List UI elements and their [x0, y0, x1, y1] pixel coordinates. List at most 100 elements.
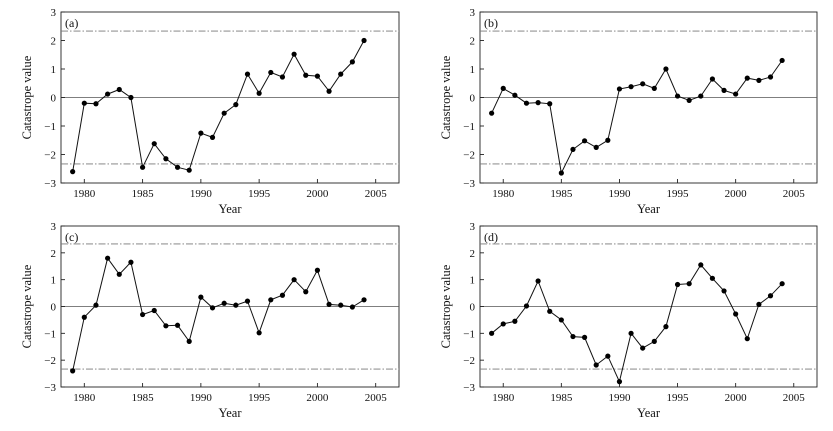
data-point	[221, 110, 227, 116]
y-tick-label: 1	[470, 275, 476, 287]
data-point	[128, 259, 134, 265]
data-point	[674, 281, 681, 288]
data-point	[70, 169, 76, 175]
data-point	[570, 146, 576, 152]
data-point	[105, 91, 111, 97]
data-point	[279, 74, 286, 80]
data-point	[779, 281, 785, 287]
data-point	[628, 84, 634, 90]
x-tick-label: 1980	[492, 392, 515, 404]
data-point	[547, 101, 553, 107]
data-point	[361, 37, 367, 44]
y-tick-label: −3	[44, 178, 56, 190]
x-tick-label: 2005	[365, 188, 388, 200]
data-point	[93, 101, 99, 107]
panel-label: (c)	[65, 230, 78, 244]
data-point	[174, 322, 181, 328]
data-point	[116, 271, 122, 277]
data-point	[70, 368, 76, 374]
data-point	[338, 302, 344, 308]
data-point	[779, 57, 785, 64]
data-point	[198, 294, 204, 300]
series-line	[491, 60, 783, 175]
data-point	[303, 289, 309, 295]
data-point	[581, 138, 588, 144]
y-tick-label: 1	[51, 64, 57, 76]
x-tick-label: 2005	[365, 392, 388, 404]
y-tick-label: −2	[44, 150, 56, 162]
data-point	[605, 353, 611, 359]
x-tick-label: 1980	[492, 188, 515, 200]
data-point	[581, 334, 588, 340]
data-point	[326, 88, 332, 94]
chart-panel-4: −3 −2 −1 0 1 2 3 1980 1985 1990 1995 2000 2005 Year Ca…	[439, 221, 818, 420]
data-point	[105, 255, 111, 261]
data-point	[291, 277, 297, 283]
x-tick-label: 1990	[190, 392, 213, 404]
data-point	[605, 137, 611, 143]
x-tick-label: 1980	[73, 188, 96, 200]
y-tick-label: −3	[44, 382, 56, 394]
data-point	[523, 303, 530, 309]
data-point	[151, 141, 157, 147]
x-tick-label: 1995	[667, 392, 690, 404]
data-point	[558, 170, 564, 176]
y-tick-label: 3	[51, 7, 57, 19]
data-point	[512, 92, 518, 98]
data-point	[256, 330, 262, 336]
series-line	[491, 264, 783, 384]
y-tick-label: 3	[470, 221, 476, 233]
data-point	[163, 156, 169, 162]
data-point	[686, 97, 692, 103]
y-tick-label: 3	[51, 221, 57, 233]
x-tick-label: 2000	[306, 188, 329, 200]
x-tick-label: 2000	[306, 392, 329, 404]
data-point	[233, 102, 239, 108]
y-tick-label: 0	[470, 302, 476, 314]
data-point	[244, 71, 251, 77]
data-point	[338, 71, 344, 77]
data-point	[733, 91, 739, 97]
data-point	[314, 73, 321, 79]
data-point	[512, 318, 518, 324]
y-tick-label: −1	[44, 328, 56, 340]
data-point	[535, 100, 541, 106]
data-point	[489, 330, 495, 336]
data-point	[314, 267, 321, 273]
x-tick-label: 1990	[190, 188, 213, 200]
data-point	[174, 164, 181, 170]
chart-panel-2: −3 −2 −1 0 1 2 3 1980 1985 1990 1995 2000 2005 Year Ca…	[439, 7, 818, 216]
data-point	[674, 93, 681, 99]
panel-label: (b)	[484, 16, 498, 30]
x-tick-label: 1980	[73, 392, 96, 404]
x-tick-label: 1985	[132, 392, 155, 404]
x-tick-label: 1985	[550, 188, 573, 200]
data-point	[151, 307, 157, 314]
data-point	[756, 301, 762, 307]
data-point	[81, 100, 87, 106]
chart-panel-1: −3 −2 −1 0 1 2 3 1980 1985 1990 1995 2000 2005 Year Ca…	[20, 7, 400, 216]
data-point	[616, 379, 623, 385]
x-tick-label: 2000	[725, 392, 748, 404]
data-point	[500, 85, 506, 91]
data-point	[640, 345, 646, 351]
y-tick-label: 2	[51, 248, 57, 260]
series-line	[72, 257, 365, 372]
x-tick-label: 2005	[783, 392, 806, 404]
data-point	[628, 330, 634, 336]
x-tick-label: 2005	[783, 188, 806, 200]
data-point	[744, 75, 750, 81]
y-axis-title: Catastrope value	[439, 55, 453, 139]
y-tick-label: 0	[51, 302, 57, 314]
x-tick-label: 1985	[550, 392, 573, 404]
y-tick-label: −1	[463, 328, 475, 340]
data-point	[81, 314, 87, 320]
data-point	[593, 362, 599, 368]
data-point	[233, 302, 239, 308]
data-point	[291, 51, 297, 57]
data-point	[186, 338, 192, 344]
data-point	[303, 72, 309, 78]
data-point	[709, 76, 716, 82]
data-point	[698, 93, 704, 99]
data-point	[349, 304, 355, 310]
